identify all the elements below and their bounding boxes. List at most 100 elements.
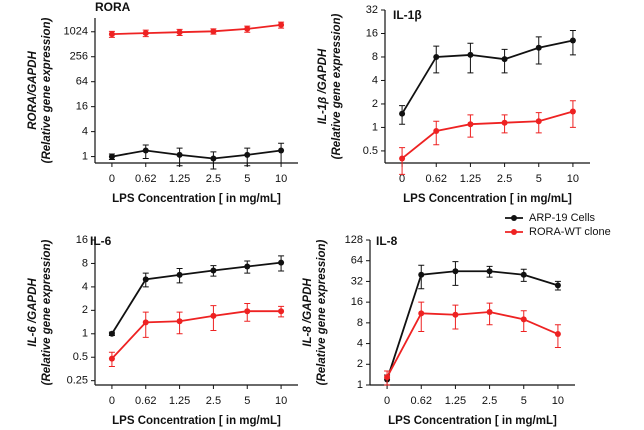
x-tick-label: 1.25 xyxy=(460,173,481,185)
data-point xyxy=(278,21,285,28)
series-line xyxy=(386,270,559,380)
data-point xyxy=(520,316,527,323)
data-point xyxy=(108,31,115,38)
data-point xyxy=(210,155,217,162)
y-axis-sublabel: (Relative gene expression) xyxy=(331,13,343,159)
error-bar xyxy=(467,42,474,74)
data-point xyxy=(501,119,508,126)
data-point xyxy=(278,308,285,315)
y-tick-label: 1024 xyxy=(64,26,88,38)
legend-label: ARP-19 Cells xyxy=(529,212,596,224)
data-point xyxy=(467,121,474,128)
data-point xyxy=(278,147,285,154)
x-tick-label: 10 xyxy=(552,395,564,407)
y-tick-label: 16 xyxy=(351,296,363,308)
x-tick-label: 2.5 xyxy=(497,173,512,185)
y-tick-label: 1 xyxy=(82,328,88,340)
x-tick-label: 2.5 xyxy=(206,173,221,185)
y-tick-label: 128 xyxy=(345,234,363,246)
y-axis-sublabel: (Relative gene expression) xyxy=(41,17,53,163)
data-point xyxy=(418,310,425,317)
y-tick-label: 1 xyxy=(82,150,88,162)
data-point xyxy=(142,147,149,154)
y-tick-label: 4 xyxy=(357,337,363,349)
y-tick-label: 8 xyxy=(82,257,88,269)
data-point xyxy=(108,153,115,160)
x-tick-label: 10 xyxy=(275,395,287,407)
y-tick-label: 0.5 xyxy=(73,351,88,363)
data-point xyxy=(278,259,285,266)
data-point xyxy=(535,118,542,125)
y-tick-label: 64 xyxy=(351,255,363,267)
x-axis-label: LPS Concentration [ in mg/mL] xyxy=(403,193,572,205)
x-tick-label: 5 xyxy=(536,173,542,185)
y-tick-label: 2 xyxy=(357,358,363,370)
y-tick-label: 32 xyxy=(351,275,363,287)
panel-title: IL-8 xyxy=(376,234,398,248)
x-tick-label: 0.62 xyxy=(426,173,447,185)
series-line xyxy=(111,261,282,335)
data-point xyxy=(244,25,251,32)
y-tick-label: 4 xyxy=(372,74,378,86)
legend-marker xyxy=(511,229,517,235)
legend-marker xyxy=(511,215,517,221)
data-point xyxy=(535,44,542,51)
data-point xyxy=(210,28,217,35)
data-point xyxy=(176,29,183,36)
series-line xyxy=(386,311,559,378)
series-line xyxy=(111,149,282,160)
data-point xyxy=(244,308,251,315)
y-tick-label: 4 xyxy=(82,126,88,138)
y-tick-label: 8 xyxy=(372,51,378,63)
data-point xyxy=(501,56,508,63)
x-axis-label: LPS Concentration [ in mg/mL] xyxy=(112,193,281,205)
data-point xyxy=(433,127,440,134)
y-axis-sublabel: (Relative gene expression) xyxy=(316,239,328,385)
y-tick-label: 16 xyxy=(366,27,378,39)
x-tick-label: 5 xyxy=(521,395,527,407)
legend-label: RORA-WT clone xyxy=(529,226,611,238)
x-tick-label: 1.25 xyxy=(169,173,190,185)
y-axis-label: IL-6 /GAPDH xyxy=(27,278,39,347)
data-point xyxy=(486,309,493,316)
data-point xyxy=(399,155,406,162)
series-line xyxy=(401,110,574,160)
data-point xyxy=(176,271,183,278)
x-tick-label: 0 xyxy=(109,173,115,185)
data-point xyxy=(433,53,440,60)
panel-title: RORA xyxy=(95,0,131,14)
x-tick-label: 1.25 xyxy=(169,395,190,407)
x-tick-label: 5 xyxy=(244,173,250,185)
data-point xyxy=(452,311,459,318)
error-bar xyxy=(418,301,425,332)
series-line xyxy=(401,39,574,115)
y-tick-label: 16 xyxy=(76,234,88,246)
y-tick-label: 32 xyxy=(366,4,378,16)
data-point xyxy=(244,151,251,158)
data-point xyxy=(210,267,217,274)
x-tick-label: 0.62 xyxy=(135,395,156,407)
y-axis-label: RORA/GAPDH xyxy=(27,51,39,130)
y-tick-label: 0.25 xyxy=(67,375,88,387)
y-tick-label: 64 xyxy=(76,76,88,88)
y-tick-label: 4 xyxy=(82,281,88,293)
data-point xyxy=(244,263,251,270)
data-point xyxy=(142,276,149,283)
data-point xyxy=(467,51,474,58)
series-line xyxy=(111,310,282,360)
x-tick-label: 0 xyxy=(109,395,115,407)
x-tick-label: 0.62 xyxy=(135,173,156,185)
data-point xyxy=(108,355,115,362)
data-point xyxy=(486,268,493,275)
y-tick-label: 1 xyxy=(372,121,378,133)
panel-title: IL-1β xyxy=(393,8,422,22)
y-tick-label: 0.5 xyxy=(363,145,378,157)
data-point xyxy=(569,37,576,44)
y-tick-label: 2 xyxy=(82,304,88,316)
y-axis-label: IL-8 /GAPDH xyxy=(302,278,314,347)
x-tick-label: 0 xyxy=(384,395,390,407)
data-point xyxy=(569,108,576,115)
x-tick-label: 2.5 xyxy=(206,395,221,407)
